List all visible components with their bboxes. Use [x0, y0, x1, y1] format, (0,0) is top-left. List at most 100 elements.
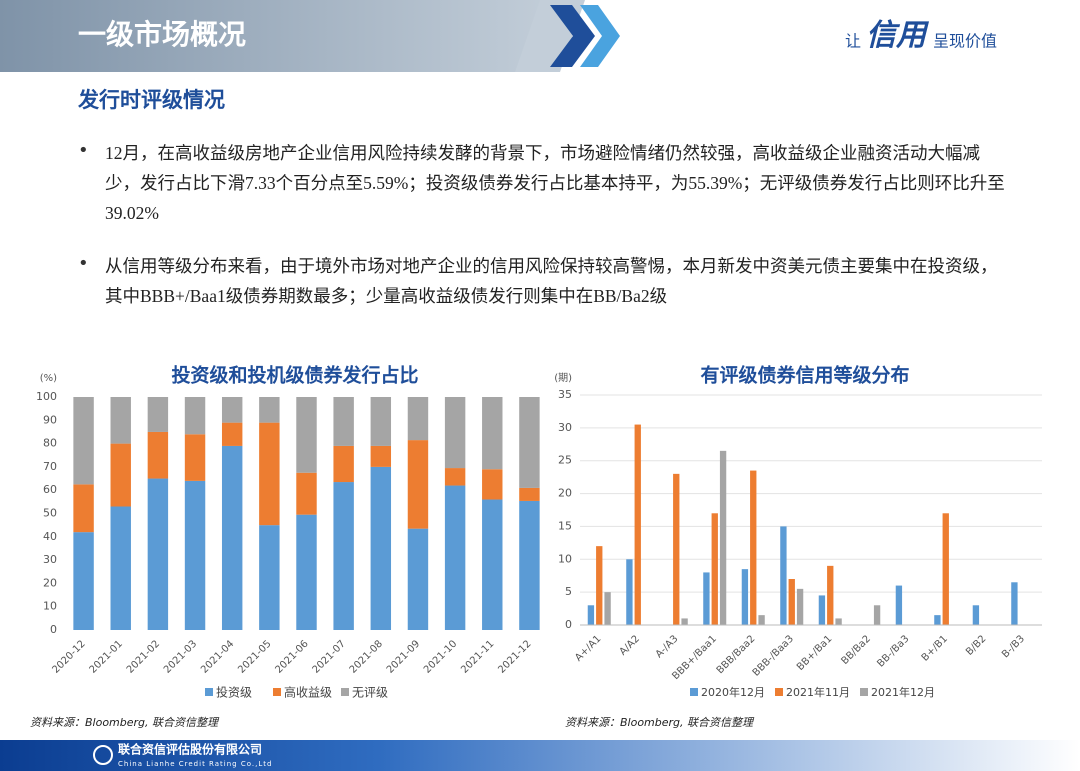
footer-company: 联合资信评估股份有限公司 — [118, 742, 262, 757]
legend-label: 高收益级 — [284, 685, 332, 700]
bar-segment — [184, 397, 206, 435]
y-axis-label: (%) — [40, 373, 57, 384]
bar — [626, 559, 633, 625]
x-tick-label: 2021-10 — [422, 638, 459, 675]
y-tick-label: 35 — [558, 388, 572, 401]
slogan-logo: 信用 — [866, 19, 930, 52]
header-title: 一级市场概况 — [78, 18, 246, 51]
y-tick-label: 10 — [558, 552, 572, 565]
bar — [780, 526, 787, 625]
footer-band — [0, 740, 1080, 771]
x-tick-label: BB/Ba2 — [839, 633, 873, 667]
bar — [827, 565, 834, 625]
y-tick-label: 10 — [43, 600, 57, 613]
x-tick-label: 2021-02 — [125, 638, 162, 675]
bar-segment — [407, 440, 429, 529]
x-tick-label: 2021-11 — [459, 638, 496, 675]
bar-segment — [184, 480, 206, 630]
x-tick-label: B+/B1 — [920, 633, 950, 663]
x-tick-label: 2021-06 — [273, 638, 310, 675]
y-tick-label: 30 — [43, 553, 57, 566]
legend-swatch — [205, 688, 213, 696]
bar — [788, 579, 795, 625]
footer-company-en: China Lianhe Credit Rating Co.,Ltd — [118, 760, 272, 768]
x-tick-label: 2021-07 — [311, 638, 348, 675]
bar-segment — [519, 397, 540, 488]
bar-segment — [110, 506, 131, 630]
y-tick-label: 0 — [50, 623, 57, 636]
legend-label: 2021年11月 — [786, 685, 850, 699]
legend-swatch — [273, 688, 281, 696]
y-tick-label: 50 — [43, 507, 57, 520]
y-tick-label: 15 — [558, 519, 572, 532]
bar-segment — [147, 431, 169, 479]
bar — [634, 424, 641, 625]
x-tick-label: 2021-08 — [348, 638, 385, 675]
y-tick-label: 20 — [558, 487, 572, 500]
bar-segment — [519, 500, 540, 630]
bar — [681, 618, 688, 625]
y-tick-label: 90 — [43, 413, 57, 426]
bar-segment — [482, 499, 503, 630]
bullet-text: 12月，在高收益级房地产企业信用风险持续发酵的背景下，市场避险情绪仍然较强，高收… — [105, 143, 1005, 223]
x-tick-label: BB+/Ba1 — [795, 633, 834, 672]
header-band — [0, 0, 560, 72]
bar-segment — [370, 397, 392, 446]
chevron — [550, 5, 595, 67]
bar-segment — [333, 445, 354, 483]
bar — [750, 470, 757, 625]
legend-swatch — [860, 688, 868, 696]
x-tick-label: A/A2 — [618, 633, 642, 657]
bar-segment — [407, 528, 429, 630]
bar — [873, 605, 881, 625]
source-note: 资料来源：Bloomberg, 联合资信整理 — [565, 716, 755, 729]
y-tick-label: 20 — [43, 576, 57, 589]
bar — [758, 615, 765, 625]
x-tick-label: 2021-05 — [236, 638, 273, 675]
bar-segment — [73, 532, 94, 630]
y-tick-label: 0 — [565, 618, 572, 631]
y-tick-label: 25 — [558, 454, 572, 467]
bar — [741, 569, 749, 625]
section-title: 发行时评级情况 — [77, 88, 225, 112]
bar — [1011, 582, 1018, 625]
legend-swatch — [341, 688, 349, 696]
bar-segment — [73, 397, 94, 485]
bar-segment — [296, 514, 317, 630]
slogan: 呈现价值 — [933, 32, 997, 51]
bar-segment — [73, 484, 94, 533]
bar-segment — [296, 472, 317, 515]
bar-segment — [482, 397, 503, 470]
bar — [596, 546, 603, 625]
bar — [711, 513, 718, 625]
bar-segment — [110, 397, 131, 444]
legend-label: 2021年12月 — [871, 685, 935, 699]
chart-title: 有评级债券信用等级分布 — [700, 364, 909, 387]
bar — [673, 473, 680, 625]
bar — [895, 585, 903, 625]
x-tick-label: A+/A1 — [573, 633, 603, 663]
y-tick-label: 80 — [43, 437, 57, 450]
legend-swatch — [690, 688, 698, 696]
x-tick-label: 2021-12 — [496, 638, 533, 675]
bar — [934, 615, 941, 625]
bar — [796, 588, 804, 625]
bar-segment — [407, 397, 429, 441]
bar-segment — [444, 485, 466, 630]
x-tick-label: B-/B3 — [1000, 633, 1027, 660]
slogan: 让 — [845, 32, 861, 51]
legend-swatch — [775, 688, 783, 696]
bar-segment — [444, 397, 466, 469]
x-tick-label: B/B2 — [964, 633, 988, 657]
x-tick-label: BBB-/Baa3 — [751, 633, 796, 678]
bar — [587, 605, 595, 625]
x-tick-label: 2020-12 — [50, 638, 87, 675]
x-tick-label: 2021-09 — [385, 638, 422, 675]
bar-segment — [482, 469, 503, 500]
bar-segment — [259, 422, 280, 526]
bar-segment — [259, 397, 280, 423]
bar — [835, 618, 842, 625]
legend-label: 投资级 — [216, 685, 252, 700]
bar-segment — [147, 478, 169, 630]
